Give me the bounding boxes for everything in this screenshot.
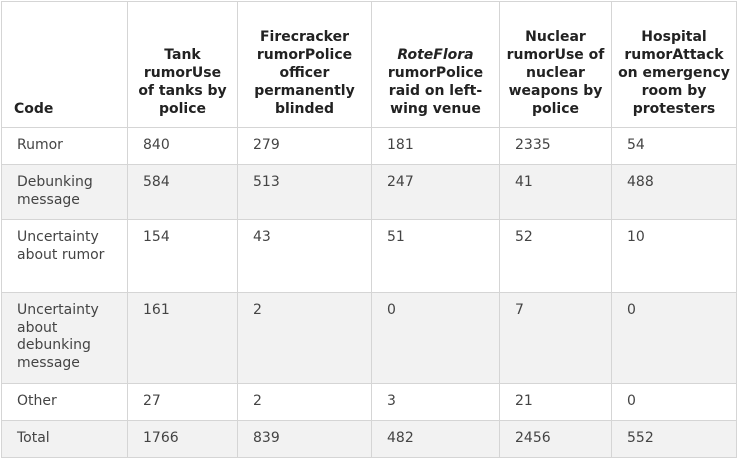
cell-value: 488: [611, 164, 737, 220]
cell-value: 161: [127, 292, 238, 384]
cell-value: 43: [237, 219, 372, 293]
cell-value: 3: [371, 383, 500, 421]
row-code: Uncertainty about rumor: [1, 219, 128, 293]
table-row: Debunking message 584 513 247 41 488: [1, 164, 737, 220]
cell-value: 279: [237, 127, 372, 165]
header-roteflora-italic: RoteFlora: [397, 47, 474, 63]
cell-value: 51: [371, 219, 500, 293]
cell-value: 2335: [499, 127, 612, 165]
row-code: Rumor: [1, 127, 128, 165]
row-code: Uncertainty about debunking message: [1, 292, 128, 384]
cell-value: 2: [237, 383, 372, 421]
cell-value: 552: [611, 420, 737, 458]
cell-value: 0: [611, 292, 737, 384]
row-code: Total: [1, 420, 128, 458]
cell-value: 41: [499, 164, 612, 220]
cell-value: 482: [371, 420, 500, 458]
table-row-total: Total 1766 839 482 2456 552: [1, 420, 737, 458]
header-roteflora-rumor: RoteFlora rumorPolice raid on left-wing …: [371, 1, 500, 128]
header-hospital-rumor: Hospital rumorAttack on emergency room b…: [611, 1, 737, 128]
cell-value: 247: [371, 164, 500, 220]
cell-value: 52: [499, 219, 612, 293]
cell-value: 2: [237, 292, 372, 384]
cell-value: 513: [237, 164, 372, 220]
cell-value: 10: [611, 219, 737, 293]
cell-value: 2456: [499, 420, 612, 458]
cell-value: 7: [499, 292, 612, 384]
cell-value: 54: [611, 127, 737, 165]
cell-value: 21: [499, 383, 612, 421]
cell-value: 27: [127, 383, 238, 421]
header-tank-rumor: Tank rumorUse of tanks by police: [127, 1, 238, 128]
row-code: Debunking message: [1, 164, 128, 220]
header-firecracker-rumor: Firecracker rumorPolice officer permanen…: [237, 1, 372, 128]
header-row: Code Tank rumorUse of tanks by police Fi…: [1, 1, 737, 128]
table-row: Uncertainty about debunking message 161 …: [1, 292, 737, 384]
cell-value: 584: [127, 164, 238, 220]
table-row: Uncertainty about rumor 154 43 51 52 10: [1, 219, 737, 293]
cell-value: 1766: [127, 420, 238, 458]
cell-value: 839: [237, 420, 372, 458]
cell-value: 0: [371, 292, 500, 384]
header-nuclear-rumor: Nuclear rumorUse of nuclear weapons by p…: [499, 1, 612, 128]
cell-value: 181: [371, 127, 500, 165]
table-row: Rumor 840 279 181 2335 54: [1, 127, 737, 165]
cell-value: 154: [127, 219, 238, 293]
table-row: Other 27 2 3 21 0: [1, 383, 737, 421]
row-code: Other: [1, 383, 128, 421]
header-code: Code: [1, 1, 128, 128]
cell-value: 0: [611, 383, 737, 421]
cell-value: 840: [127, 127, 238, 165]
